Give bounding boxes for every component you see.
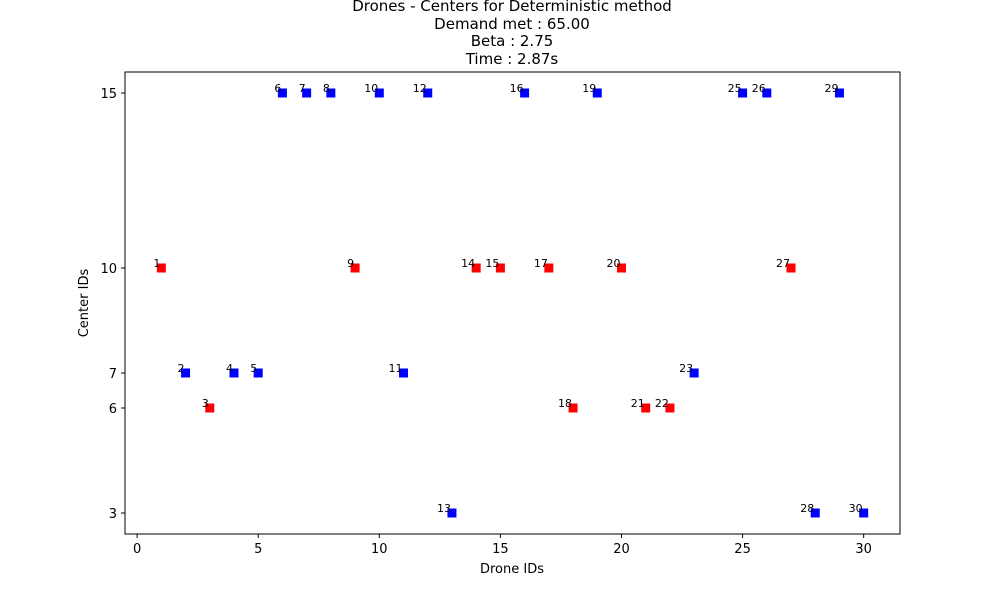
data-point-label: 19 [582,82,596,95]
data-point-red [665,403,675,413]
data-point-label: 2 [178,362,185,375]
data-point-label: 4 [226,362,233,375]
data-point-blue [738,88,748,98]
x-tick-label: 15 [492,542,509,557]
x-tick-label: 10 [371,542,388,557]
x-axis-label: Drone IDs [480,562,544,577]
data-point-blue [592,88,602,98]
x-tick-label: 20 [613,542,630,557]
data-point-label: 29 [824,82,838,95]
data-point-blue [302,88,312,98]
data-point-label: 11 [389,362,403,375]
data-point-blue [253,368,263,378]
data-point-label: 1 [153,257,160,270]
data-point-label: 17 [534,257,548,270]
data-point-label: 15 [485,257,499,270]
data-point-red [568,403,578,413]
chart-title-line-1: Drones - Centers for Deterministic metho… [352,0,672,15]
data-point-label: 30 [849,502,863,515]
data-point-label: 8 [323,82,330,95]
x-tick-label: 5 [254,542,262,557]
data-point-label: 3 [202,397,209,410]
chart-title-line-4: Time : 2.87s [465,50,559,68]
data-point-blue [277,88,287,98]
y-axis: 3 6 7 10 15 [100,87,125,522]
data-point-label: 12 [413,82,427,95]
data-point-blue [423,88,433,98]
data-point-label: 22 [655,397,669,410]
data-point-blue [374,88,384,98]
data-point-red [616,263,626,273]
y-tick-label: 15 [100,87,117,102]
data-point-label: 27 [776,257,790,270]
y-axis-label: Center IDs [77,269,92,338]
data-point-label: 26 [752,82,766,95]
data-point-red [156,263,166,273]
data-point-red [544,263,554,273]
data-point-blue [834,88,844,98]
data-point-red [350,263,360,273]
data-point-blue [689,368,699,378]
data-point-label: 28 [800,502,814,515]
x-tick-label: 25 [734,542,751,557]
data-point-blue [229,368,239,378]
data-point-red [495,263,505,273]
data-point-label: 25 [728,82,742,95]
data-point-label: 21 [631,397,645,410]
y-tick-label: 7 [109,367,117,382]
data-point-label: 6 [274,82,281,95]
x-tick-label: 30 [855,542,872,557]
data-point-label: 23 [679,362,693,375]
chart-title-line-3: Beta : 2.75 [471,32,554,50]
data-point-blue [181,368,191,378]
data-point-label: 16 [510,82,524,95]
data-point-blue [810,508,820,518]
chart-title-line-2: Demand met : 65.00 [434,15,590,33]
data-point-blue [447,508,457,518]
data-point-label: 20 [606,257,620,270]
y-tick-label: 6 [109,402,117,417]
plot-area-frame [124,71,901,535]
y-tick-label: 3 [109,507,117,522]
data-point-blue [326,88,336,98]
x-tick-label: 0 [133,542,141,557]
data-point-blue [859,508,869,518]
data-point-red [786,263,796,273]
data-point-label: 5 [250,362,257,375]
data-point-blue [399,368,409,378]
data-point-label: 14 [461,257,475,270]
y-tick-label: 10 [100,262,117,277]
data-point-red [205,403,215,413]
data-point-label: 7 [299,82,306,95]
x-axis: 0 5 10 15 20 25 30 [133,534,872,557]
data-point-label: 10 [364,82,378,95]
data-point-blue [762,88,772,98]
data-points [156,88,869,518]
data-point-label: 18 [558,397,572,410]
data-point-label: 9 [347,257,354,270]
data-point-label: 13 [437,502,451,515]
data-point-red [471,263,481,273]
data-point-blue [520,88,530,98]
data-point-red [641,403,651,413]
